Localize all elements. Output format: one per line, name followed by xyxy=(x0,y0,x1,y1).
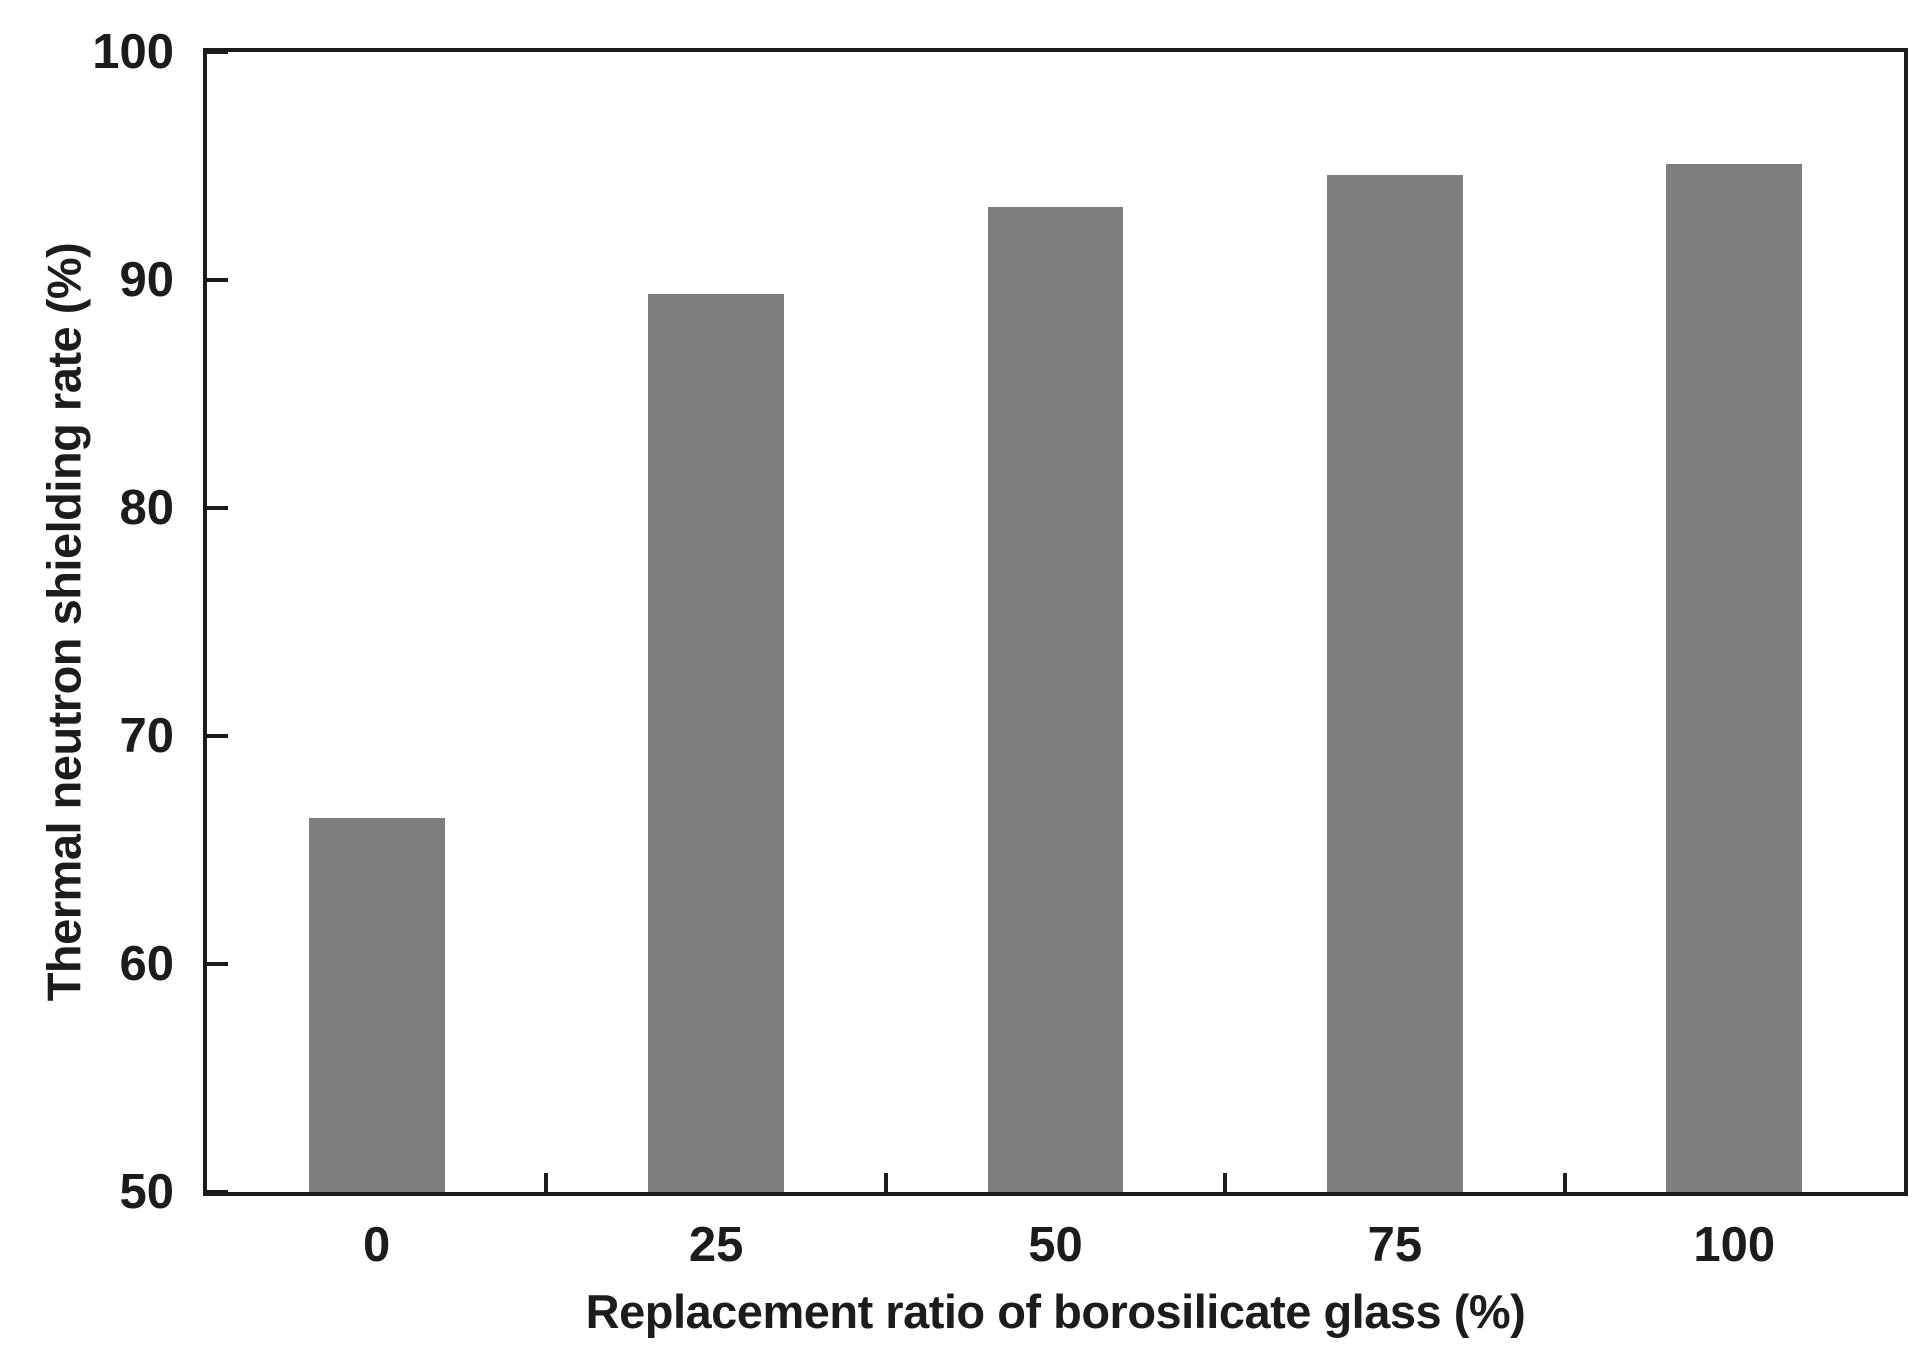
bar-0 xyxy=(308,818,445,1192)
bar-100 xyxy=(1666,163,1803,1192)
y-tick-90 xyxy=(207,278,228,282)
y-tick-60 xyxy=(207,962,228,966)
x-tick-boundary-1 xyxy=(544,1173,549,1192)
x-tick-label-75: 75 xyxy=(1367,1218,1423,1272)
y-tick-label-90: 90 xyxy=(119,253,174,307)
bar-50 xyxy=(987,207,1124,1192)
x-tick-boundary-3 xyxy=(1223,1173,1228,1192)
y-tick-label-60: 60 xyxy=(119,937,174,991)
y-tick-80 xyxy=(207,506,228,510)
bar-75 xyxy=(1327,175,1463,1192)
y-tick-70 xyxy=(207,734,228,738)
plot-area xyxy=(203,48,1908,1196)
y-tick-label-100: 100 xyxy=(92,25,174,79)
y-tick-label-70: 70 xyxy=(119,709,174,763)
y-tick-100 xyxy=(207,50,228,54)
x-axis-title: Replacement ratio of borosilicate glass … xyxy=(585,1285,1526,1338)
x-tick-label-0: 0 xyxy=(363,1218,391,1272)
x-tick-label-25: 25 xyxy=(688,1218,744,1272)
x-tick-boundary-2 xyxy=(883,1173,888,1192)
x-tick-label-100: 100 xyxy=(1693,1218,1776,1272)
x-tick-label-50: 50 xyxy=(1028,1218,1083,1272)
bar-25 xyxy=(648,293,784,1192)
y-tick-50 xyxy=(207,1190,228,1194)
x-tick-boundary-4 xyxy=(1562,1173,1567,1192)
y-tick-label-80: 80 xyxy=(119,481,174,535)
y-axis-title: Thermal neutron shielding rate (%) xyxy=(37,242,91,1002)
y-tick-label-50: 50 xyxy=(119,1165,174,1219)
